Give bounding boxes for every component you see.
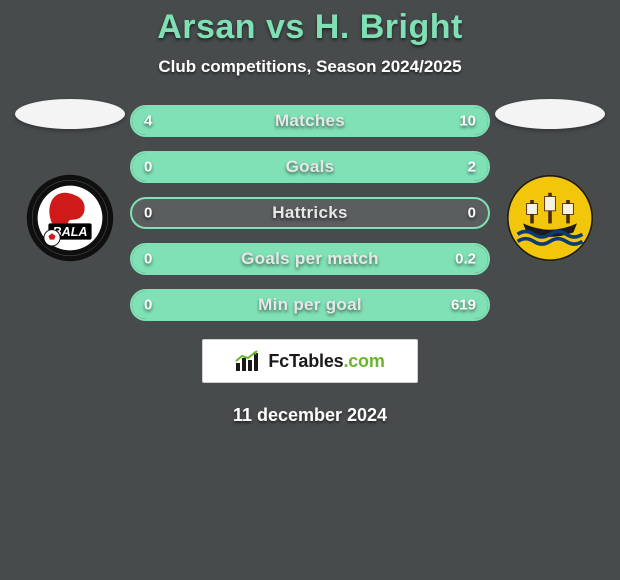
stat-label: Min per goal (258, 295, 362, 315)
stat-label: Goals (286, 157, 335, 177)
stat-left-value: 0 (144, 205, 152, 222)
page-title: Arsan vs H. Bright (157, 8, 463, 47)
subtitle: Club competitions, Season 2024/2025 (158, 57, 461, 77)
stat-left-value: 0 (144, 251, 152, 268)
stat-left-value: 0 (144, 297, 152, 314)
club-badge-left: BALA (25, 173, 115, 263)
player-left-photo-placeholder (15, 99, 125, 129)
brand-box[interactable]: FcTables.com (202, 339, 418, 383)
stat-label: Goals per match (241, 249, 379, 269)
stat-right-value: 10 (459, 113, 476, 130)
brand-suffix: .com (343, 351, 384, 371)
bala-town-badge-icon: BALA (25, 173, 115, 263)
stat-left-value: 4 (144, 113, 152, 130)
stats-column: 4 Matches 10 0 Goals 2 0 Hattricks 0 (130, 101, 490, 321)
stat-row-goals-per-match: 0 Goals per match 0.2 (130, 243, 490, 275)
brand-text: FcTables.com (268, 351, 384, 372)
player-right-photo-placeholder (495, 99, 605, 129)
comparison-panel: BALA 4 Matches 10 0 (0, 101, 620, 321)
stat-right-value: 619 (451, 297, 476, 314)
caernarfon-badge-icon (505, 173, 595, 263)
stat-fill-right (233, 107, 488, 135)
stat-right-value: 2 (468, 159, 476, 176)
stat-right-value: 0 (468, 205, 476, 222)
stat-left-value: 0 (144, 159, 152, 176)
stat-row-hattricks: 0 Hattricks 0 (130, 197, 490, 229)
club-badge-right (505, 173, 595, 263)
player-left-column: BALA (10, 101, 130, 321)
stat-right-value: 0.2 (455, 251, 476, 268)
stat-row-matches: 4 Matches 10 (130, 105, 490, 137)
brand-bars-icon (235, 350, 261, 372)
stat-label: Hattricks (272, 203, 347, 223)
player-right-column (490, 101, 610, 321)
stat-row-min-per-goal: 0 Min per goal 619 (130, 289, 490, 321)
brand-name: FcTables (268, 351, 343, 371)
date-line: 11 december 2024 (233, 405, 387, 426)
stat-label: Matches (275, 111, 345, 131)
stat-row-goals: 0 Goals 2 (130, 151, 490, 183)
